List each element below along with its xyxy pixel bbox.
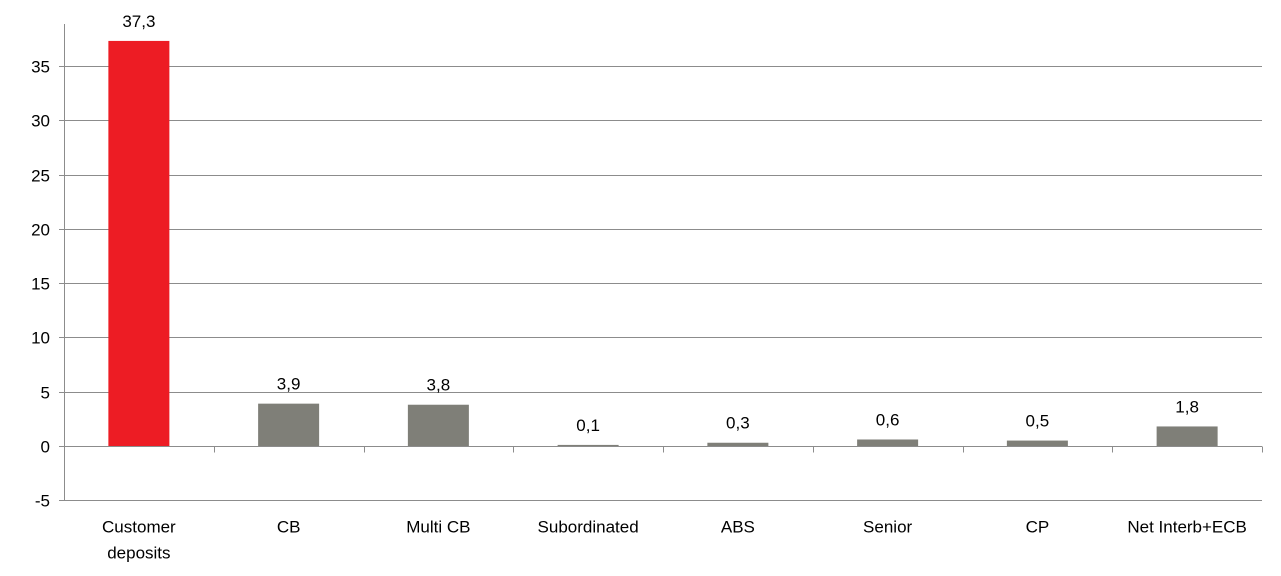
y-axis-tick-labels: -5 0 5 10 15 20 25 30 35 <box>31 58 50 511</box>
category-label-line: deposits <box>107 543 170 562</box>
category-label: Senior <box>863 517 912 536</box>
category-label-line: Customer <box>102 517 176 536</box>
category-label: Multi CB <box>406 517 470 536</box>
axes <box>59 24 1263 501</box>
bar <box>557 444 619 446</box>
category-label: Subordinated <box>538 517 639 536</box>
x-axis-category-labels: Customer deposits CB Multi CB Subordinated AB… <box>102 517 1247 562</box>
category-label-line: Senior <box>863 517 912 536</box>
category-label-line: Multi CB <box>406 517 470 536</box>
y-tick-label: 35 <box>31 58 50 77</box>
bars <box>108 40 1218 447</box>
data-label: 0,1 <box>576 416 600 435</box>
y-tick-label: 10 <box>31 329 50 348</box>
data-label: 1,8 <box>1175 397 1199 416</box>
category-label-line: CB <box>277 517 301 536</box>
y-tick-label: 25 <box>31 167 50 186</box>
y-tick-label: 20 <box>31 221 50 240</box>
category-label-line: Subordinated <box>538 517 639 536</box>
category-label: ABS <box>721 517 755 536</box>
bar <box>857 439 919 446</box>
y-tick-label: 0 <box>41 438 50 457</box>
data-label: 37,3 <box>122 12 155 31</box>
bar <box>108 40 170 447</box>
y-tick-label: 30 <box>31 112 50 131</box>
bar <box>707 442 769 446</box>
category-label: CP <box>1026 517 1050 536</box>
y-tick-label: -5 <box>35 492 50 511</box>
gridlines <box>64 66 1262 501</box>
category-label-line: CP <box>1026 517 1050 536</box>
data-label: 3,8 <box>427 376 451 395</box>
category-label: Customer deposits <box>102 517 176 562</box>
category-label: CB <box>277 517 301 536</box>
data-label: 0,6 <box>876 410 900 429</box>
data-label: 0,3 <box>726 414 750 433</box>
category-label-line: Net Interb+ECB <box>1127 517 1247 536</box>
category-label-line: ABS <box>721 517 755 536</box>
bar <box>258 403 320 446</box>
bar <box>1006 440 1068 446</box>
bar <box>407 404 469 446</box>
bar <box>1156 426 1218 446</box>
y-tick-label: 15 <box>31 275 50 294</box>
data-label: 3,9 <box>277 375 301 394</box>
data-labels: 37,3 3,9 3,8 0,1 0,3 0,6 0,5 1,8 <box>122 12 1199 435</box>
y-tick-label: 5 <box>41 384 50 403</box>
category-label: Net Interb+ECB <box>1127 517 1247 536</box>
data-label: 0,5 <box>1026 412 1050 431</box>
